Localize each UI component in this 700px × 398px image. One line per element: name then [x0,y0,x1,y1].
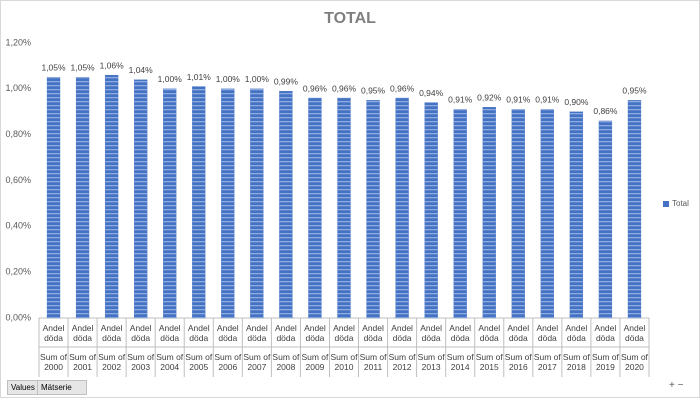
x-tick-label: Sum of 2015 [475,352,503,372]
value-label: 1,04% [129,65,154,75]
x-inner-label: Andel döda [158,323,181,343]
bar [366,100,380,319]
bar [104,74,119,319]
x-tick-label: Sum of 2011 [359,352,387,372]
field-button[interactable]: Values [7,380,39,395]
bar [569,111,584,319]
value-label: 1,06% [100,60,125,70]
x-inner-label: Andel döda [362,323,384,343]
value-label: 1,00% [158,74,183,84]
x-inner-label: Andel döda [623,323,646,343]
value-label: 0,92% [477,92,502,102]
value-label: 0,91% [448,95,473,105]
x-inner-label: Andel döda [129,323,152,343]
value-label: 0,96% [303,83,328,93]
value-label: 0,94% [419,88,444,98]
x-inner-label: Andel döda [275,323,297,343]
x-inner-label: Andel döda [507,323,530,343]
zoom-buttons[interactable]: + − [669,380,684,391]
legend-swatch [663,201,669,207]
bar [46,77,61,319]
x-inner-label: Andel döda [478,323,501,343]
x-tick-label: Sum of 2007 [243,352,271,372]
x-inner-label: Andel döda [100,323,123,343]
value-label: 0,95% [622,86,647,96]
field-button[interactable]: Mätserie [37,380,87,395]
x-inner-label: Andel döda [304,323,326,343]
x-inner-label: Andel döda [245,323,268,343]
bar [279,90,293,319]
x-tick-label: Sum of 2000 [40,352,67,372]
x-tick-label: Sum of 2002 [98,352,126,372]
value-label: 0,91% [506,95,531,105]
bar [395,97,409,319]
x-tick-label: Sum of 2014 [446,352,474,372]
value-label: 0,99% [274,76,299,86]
bar [250,88,264,319]
chart-title: TOTAL [324,10,376,27]
x-tick-label: Sum of 2001 [69,352,97,372]
x-tick-label: Sum of 2009 [301,352,329,372]
x-inner-label: Andel döda [42,323,65,343]
value-label: 1,05% [41,63,66,73]
x-inner-label: Andel döda [449,323,472,343]
x-tick-label: Sum of 2003 [127,352,155,372]
bar [627,100,642,319]
x-inner-label: Andel döda [391,323,413,343]
x-tick-label: Sum of 2020 [620,352,648,372]
x-inner-label: Andel döda [71,323,94,343]
x-tick-label: Sum of 2012 [388,352,416,372]
y-tick-label: 0,60% [5,175,31,185]
value-label: 0,96% [332,83,357,93]
bar [75,77,90,319]
bar [424,102,438,319]
y-tick-label: 0,40% [5,221,31,231]
bar [511,109,525,319]
bar [163,88,177,319]
bar [482,107,496,319]
value-label: 1,00% [245,74,270,84]
x-tick-label: Sum of 2018 [562,352,590,372]
x-inner-label: Andel döda [333,323,355,343]
x-inner-label: Andel döda [536,323,559,343]
y-tick-label: 1,00% [5,83,31,93]
value-label: 0,90% [564,97,589,107]
value-label: 0,86% [593,106,618,116]
x-tick-label: Sum of 2008 [272,352,300,372]
x-tick-label: Sum of 2010 [330,352,358,372]
bar [308,97,322,319]
value-label: 1,00% [216,74,241,84]
value-label: 1,01% [187,72,212,82]
bar [540,109,554,319]
x-tick-label: Sum of 2013 [417,352,445,372]
legend-label: Total [672,199,689,208]
x-inner-label: Andel döda [420,323,442,343]
bar [337,97,351,319]
bar [453,109,467,319]
y-tick-label: 0,20% [5,267,31,277]
x-tick-label: Sum of 2006 [214,352,242,372]
x-inner-label: Andel döda [187,323,210,343]
x-tick-label: Sum of 2019 [591,352,619,372]
value-label: 0,95% [361,86,386,96]
x-tick-label: Sum of 2004 [156,352,184,372]
y-tick-label: 0,80% [5,129,31,139]
value-label: 0,96% [390,83,415,93]
y-tick-label: 0,00% [5,312,31,322]
x-tick-label: Sum of 2017 [533,352,561,372]
x-tick-label: Sum of 2016 [504,352,532,372]
bar [192,86,206,319]
x-inner-label: Andel döda [565,323,588,343]
value-label: 0,91% [535,95,560,105]
x-inner-label: Andel döda [594,323,617,343]
value-label: 1,05% [71,63,96,73]
y-tick-label: 1,20% [5,37,31,47]
x-inner-label: Andel döda [216,323,239,343]
bar [134,79,148,319]
bar [221,88,235,319]
x-tick-label: Sum of 2005 [185,352,213,372]
bar [598,120,613,319]
